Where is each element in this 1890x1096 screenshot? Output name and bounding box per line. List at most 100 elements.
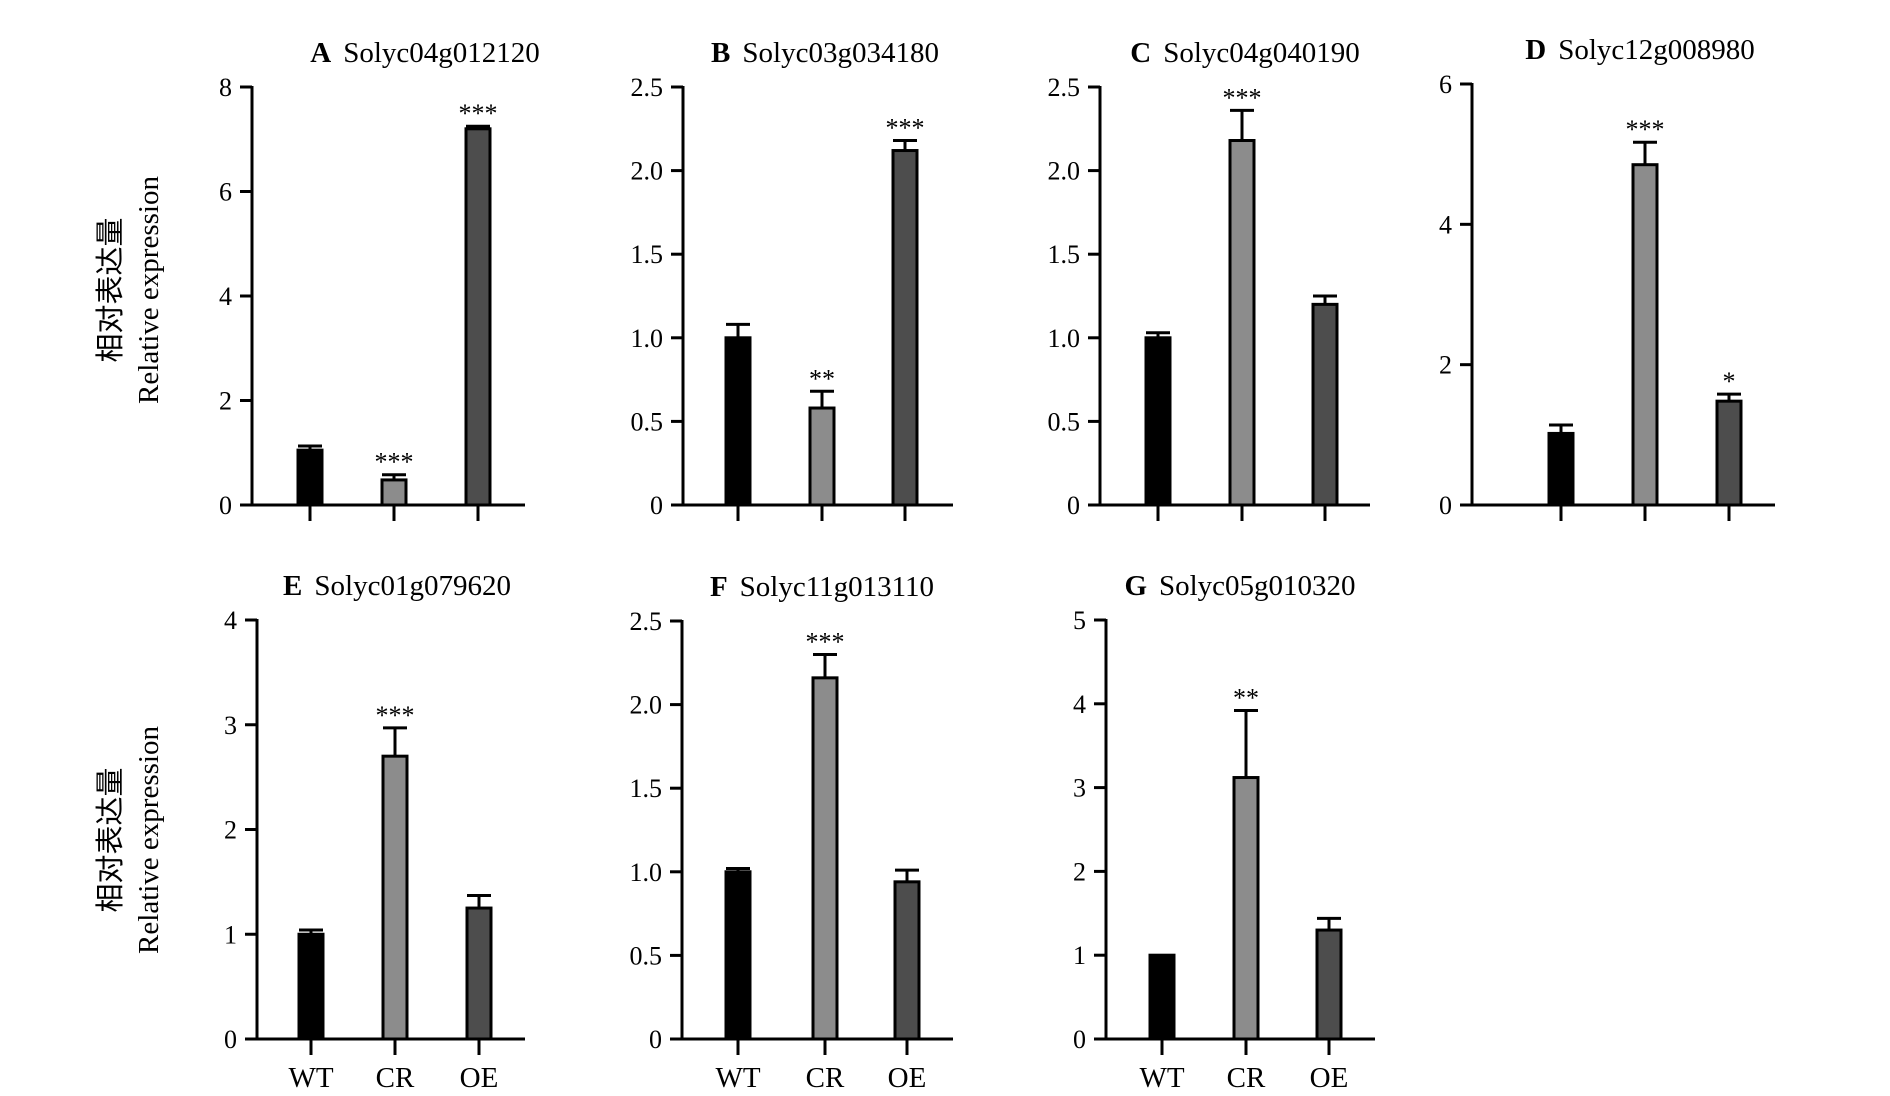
y-tick-label: 0.5 bbox=[1048, 407, 1081, 436]
bar-wt bbox=[724, 870, 752, 1041]
y-tick-label: 2 bbox=[1073, 857, 1086, 886]
bar-cr bbox=[1631, 163, 1659, 507]
y-axis-label-en: Relative expression bbox=[133, 176, 165, 404]
y-tick-label: 4 bbox=[224, 606, 237, 635]
bar-oe bbox=[1315, 928, 1343, 1041]
x-category-label: CR bbox=[806, 1062, 845, 1094]
y-tick-label: 2 bbox=[224, 816, 237, 845]
y-tick-label: 2.0 bbox=[1048, 157, 1081, 186]
y-tick-label: 2.5 bbox=[1048, 73, 1081, 102]
y-tick-label: 3 bbox=[1073, 774, 1086, 803]
panel-title: F Solyc11g013110 bbox=[710, 571, 934, 603]
y-tick-label: 1.5 bbox=[1048, 240, 1081, 269]
y-tick-label: 0 bbox=[649, 1025, 662, 1054]
bar-wt bbox=[296, 448, 324, 507]
bar-cr bbox=[1232, 776, 1260, 1041]
chart-panel-f: F Solyc11g013110 0 0.5 1.0 1.5 2.0 2.5 WT *** CR OE bbox=[630, 571, 953, 1094]
significance-marker: *** bbox=[1626, 115, 1665, 144]
y-axis-label-en: Relative expression bbox=[133, 726, 165, 954]
panel-gene-name: Solyc05g010320 bbox=[1159, 570, 1356, 602]
bar-wt bbox=[1547, 431, 1575, 507]
x-category-label: CR bbox=[1227, 1062, 1266, 1094]
x-category-label: WT bbox=[715, 1062, 760, 1094]
y-tick-label: 1.0 bbox=[631, 324, 664, 353]
bar-oe bbox=[465, 906, 493, 1041]
significance-marker: *** bbox=[459, 99, 498, 128]
significance-marker: *** bbox=[886, 114, 925, 143]
panel-gene-name: Solyc03g034180 bbox=[742, 37, 939, 69]
y-tick-label: 1 bbox=[224, 920, 237, 949]
y-tick-label: 1.0 bbox=[630, 858, 663, 887]
chart-panel-e: E Solyc01g079620 0 1 2 3 4 WT *** CR OE bbox=[224, 570, 525, 1094]
significance-marker: *** bbox=[806, 627, 845, 656]
panel-gene-name: Solyc12g008980 bbox=[1558, 34, 1755, 66]
y-tick-label: 3 bbox=[224, 711, 237, 740]
chart-panel-a: A Solyc04g012120 0 2 4 6 8 *** *** bbox=[219, 37, 540, 521]
y-tick-label: 2 bbox=[219, 387, 232, 416]
bar-wt bbox=[297, 932, 325, 1041]
panel-letter: B bbox=[711, 37, 730, 69]
y-tick-label: 8 bbox=[219, 73, 232, 102]
panel-title: E Solyc01g079620 bbox=[283, 570, 511, 602]
bar-oe bbox=[891, 149, 919, 507]
bar-cr bbox=[381, 754, 409, 1041]
chart-panel-g: G Solyc05g010320 0 1 2 3 4 5 WT ** CR OE bbox=[1073, 570, 1375, 1094]
y-tick-label: 4 bbox=[1439, 210, 1452, 239]
bar-cr bbox=[808, 406, 836, 507]
y-tick-label: 0 bbox=[1067, 491, 1080, 520]
y-tick-label: 2.5 bbox=[630, 607, 663, 636]
y-axis-label-cn: 相对表达量 bbox=[94, 217, 127, 362]
y-tick-label: 0 bbox=[224, 1025, 237, 1054]
y-tick-label: 4 bbox=[219, 282, 232, 311]
y-tick-label: 0.5 bbox=[631, 407, 664, 436]
y-axis-label-row-1: 相对表达量 Relative expression bbox=[94, 176, 165, 404]
y-tick-label: 5 bbox=[1073, 606, 1086, 635]
panel-letter: C bbox=[1130, 37, 1151, 69]
x-category-label: CR bbox=[376, 1062, 415, 1094]
panel-title: B Solyc03g034180 bbox=[711, 37, 939, 69]
significance-marker: * bbox=[1723, 367, 1736, 396]
bar-cr bbox=[380, 478, 408, 507]
x-category-label: OE bbox=[460, 1062, 499, 1094]
y-tick-label: 6 bbox=[219, 178, 232, 207]
x-category-label: OE bbox=[1310, 1062, 1349, 1094]
panel-letter: G bbox=[1124, 570, 1147, 602]
y-tick-label: 0 bbox=[1439, 491, 1452, 520]
chart-panel-c: C Solyc04g040190 0 0.5 1.0 1.5 2.0 2.5 *** bbox=[1048, 37, 1370, 521]
panel-title: C Solyc04g040190 bbox=[1130, 37, 1360, 69]
bar-cr bbox=[811, 676, 839, 1041]
y-tick-label: 0 bbox=[219, 491, 232, 520]
y-tick-label: 1.5 bbox=[631, 240, 664, 269]
y-tick-label: 0.5 bbox=[630, 941, 663, 970]
panel-gene-name: Solyc04g040190 bbox=[1163, 37, 1360, 69]
bar-oe bbox=[1311, 302, 1339, 507]
y-tick-label: 1.5 bbox=[630, 774, 663, 803]
panel-letter: F bbox=[710, 571, 728, 603]
panel-title: D Solyc12g008980 bbox=[1525, 34, 1755, 66]
x-category-label: WT bbox=[1139, 1062, 1184, 1094]
significance-marker: *** bbox=[376, 701, 415, 730]
panel-title: A Solyc04g012120 bbox=[310, 37, 540, 69]
significance-marker: *** bbox=[375, 448, 414, 477]
bar-cr bbox=[1228, 139, 1256, 507]
y-tick-label: 2.0 bbox=[630, 691, 663, 720]
y-tick-label: 2.5 bbox=[631, 73, 664, 102]
y-tick-label: 0 bbox=[650, 491, 663, 520]
y-tick-label: 0 bbox=[1073, 1025, 1086, 1054]
y-axis-label-row-2: 相对表达量 Relative expression bbox=[94, 726, 165, 954]
bar-oe bbox=[464, 127, 492, 507]
significance-marker: *** bbox=[1223, 83, 1262, 112]
panel-letter: A bbox=[310, 37, 331, 69]
x-category-label: OE bbox=[888, 1062, 927, 1094]
bar-wt bbox=[1148, 953, 1176, 1041]
x-category-label: WT bbox=[288, 1062, 333, 1094]
panel-title: G Solyc05g010320 bbox=[1124, 570, 1355, 602]
significance-marker: ** bbox=[1233, 684, 1259, 713]
y-tick-label: 1.0 bbox=[1048, 324, 1081, 353]
y-tick-label: 2.0 bbox=[631, 157, 664, 186]
panel-gene-name: Solyc01g079620 bbox=[314, 570, 511, 602]
y-tick-label: 6 bbox=[1439, 70, 1452, 99]
